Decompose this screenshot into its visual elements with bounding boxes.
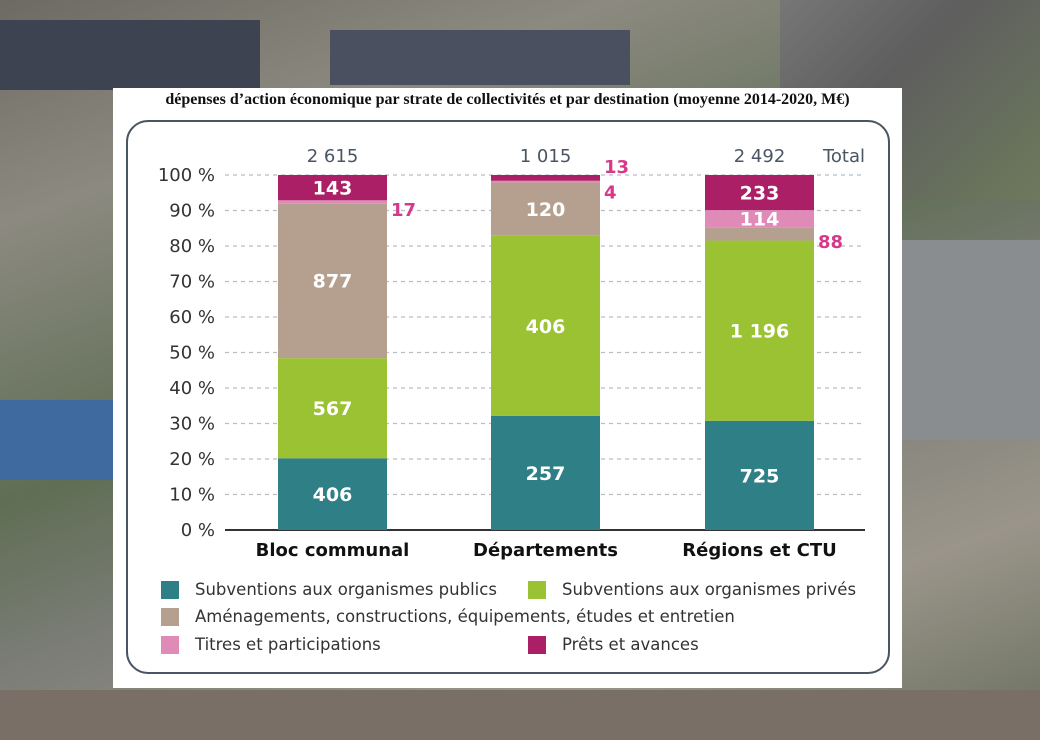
y-tick-label: 30 % [169,414,215,435]
legend-swatch [528,635,546,654]
data-label-outside: 17 [391,200,416,221]
y-tick-label: 20 % [169,449,215,470]
data-label: 877 [313,271,353,293]
total-label: 1 015 [520,146,572,167]
legend-swatch [161,635,179,654]
totals-label: Total [822,146,865,167]
y-tick-label: 70 % [169,272,215,293]
chart-panel: dépenses d’action économique par strate … [113,88,902,688]
bar-segment [278,200,387,204]
legend-swatch [161,607,179,626]
legend-label: Aménagements, constructions, équipements… [195,607,735,626]
bar-segment [491,415,600,530]
bar-segment [705,227,814,241]
data-label-outside: 88 [818,232,843,253]
data-label: 406 [313,484,353,506]
legend-item: Subventions aux organismes privés [528,580,856,599]
legend-item: Titres et participations [161,635,381,654]
y-tick-label: 90 % [169,201,215,222]
legend-label: Subventions aux organismes privés [562,580,857,599]
y-tick-label: 40 % [169,378,215,399]
data-label: 1 196 [730,321,790,343]
data-label-outside: 13 [604,157,629,178]
y-tick-label: 60 % [169,307,215,328]
total-label: 2 615 [307,146,359,167]
legend-label: Subventions aux organismes publics [195,580,497,599]
legend-item: Prêts et avances [528,635,699,654]
legend-item: Aménagements, constructions, équipements… [161,607,735,626]
legend-item: Subventions aux organismes publics [161,580,497,599]
data-label-outside: 4 [604,183,617,204]
legend-label: Prêts et avances [562,635,699,654]
chart-frame [126,120,890,674]
bar-segment [278,175,387,201]
bar-segment [705,240,814,421]
bar-segment [491,182,600,236]
data-label: 406 [526,316,566,338]
bar-segment [491,175,600,181]
bar-segment [491,180,600,183]
bar-segment [705,175,814,211]
bar-segment [278,458,387,530]
data-label: 120 [526,199,566,221]
legend-label: Titres et participations [195,635,381,654]
x-category-label: Départements [473,540,618,561]
total-label: 2 492 [734,146,786,167]
bar-segment [278,203,387,359]
bar-segment [705,210,814,228]
bar-segment [705,420,814,530]
y-tick-label: 80 % [169,236,215,257]
x-category-label: Bloc communal [256,540,410,561]
data-label: 725 [740,465,780,487]
legend-swatch [528,580,546,599]
stacked-bar-chart: 0 % 10 % 20 % 30 % 40 % 50 % 60 % 70 % 80 % 90 % 1… [158,146,865,561]
x-category-label: Régions et CTU [682,540,836,561]
data-label: 233 [740,183,780,205]
y-tick-label: 10 % [169,485,215,506]
chart-title: dépenses d’action économique par strate … [165,91,850,108]
bar-segment [278,358,387,459]
y-tick-label: 0 % [181,520,215,541]
data-label: 114 [740,209,780,231]
y-tick-label: 100 % [158,165,215,186]
data-label: 567 [313,398,353,420]
bar-segment [491,235,600,416]
legend-swatch [161,580,179,599]
data-label: 257 [526,463,566,485]
y-tick-label: 50 % [169,343,215,364]
data-label: 143 [313,178,353,200]
